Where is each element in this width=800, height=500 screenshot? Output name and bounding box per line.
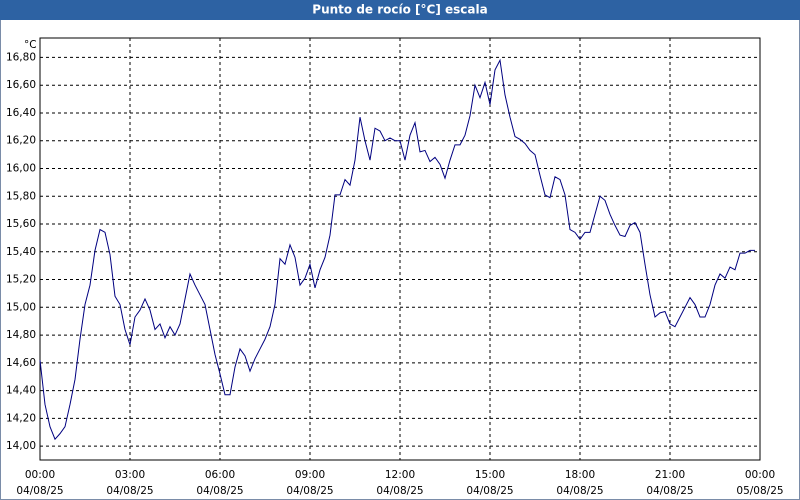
x-tick-label: 21:00 <box>655 469 685 481</box>
data-line <box>39 58 755 441</box>
x-tick-label: 18:00 <box>565 469 595 481</box>
y-tick-label: 14,20 <box>6 412 36 424</box>
y-tick-label: 14,00 <box>6 440 36 452</box>
y-tick-label: 16,60 <box>6 79 36 91</box>
x-tick-date: 04/08/25 <box>646 485 693 497</box>
y-tick-label: 14,80 <box>6 329 36 341</box>
y-tick-label: 15,80 <box>6 190 36 202</box>
chart-title: Punto de rocío [°C] escala <box>312 3 487 17</box>
y-tick-label: 16,00 <box>6 162 36 174</box>
x-tick-label: 00:00 <box>745 469 775 481</box>
x-tick-label: 00:00 <box>25 469 55 481</box>
y-tick-label: 14,60 <box>6 357 36 369</box>
x-tick-date: 04/08/25 <box>466 485 513 497</box>
x-tick-label: 06:00 <box>205 469 235 481</box>
y-tick-label: 15,40 <box>6 246 36 258</box>
x-tick-label: 15:00 <box>475 469 505 481</box>
x-tick-date: 05/08/25 <box>736 485 783 497</box>
y-tick-label: 16,80 <box>6 51 36 63</box>
x-tick-label: 12:00 <box>385 469 415 481</box>
x-tick-date: 04/08/25 <box>196 485 243 497</box>
x-tick-date: 04/08/25 <box>16 485 63 497</box>
title-bar <box>0 0 800 20</box>
y-tick-label: 15,00 <box>6 301 36 313</box>
x-tick-date: 04/08/25 <box>286 485 333 497</box>
y-tick-label: 16,20 <box>6 135 36 147</box>
y-unit: °C <box>24 39 37 51</box>
y-tick-label: 15,20 <box>6 274 36 286</box>
x-tick-label: 03:00 <box>115 469 145 481</box>
x-tick-date: 04/08/25 <box>106 485 153 497</box>
x-tick-date: 04/08/25 <box>376 485 423 497</box>
x-tick-label: 09:00 <box>295 469 325 481</box>
x-tick-date: 04/08/25 <box>556 485 603 497</box>
y-tick-label: 16,40 <box>6 107 36 119</box>
y-tick-label: 15,60 <box>6 218 36 230</box>
y-tick-label: 14,40 <box>6 385 36 397</box>
